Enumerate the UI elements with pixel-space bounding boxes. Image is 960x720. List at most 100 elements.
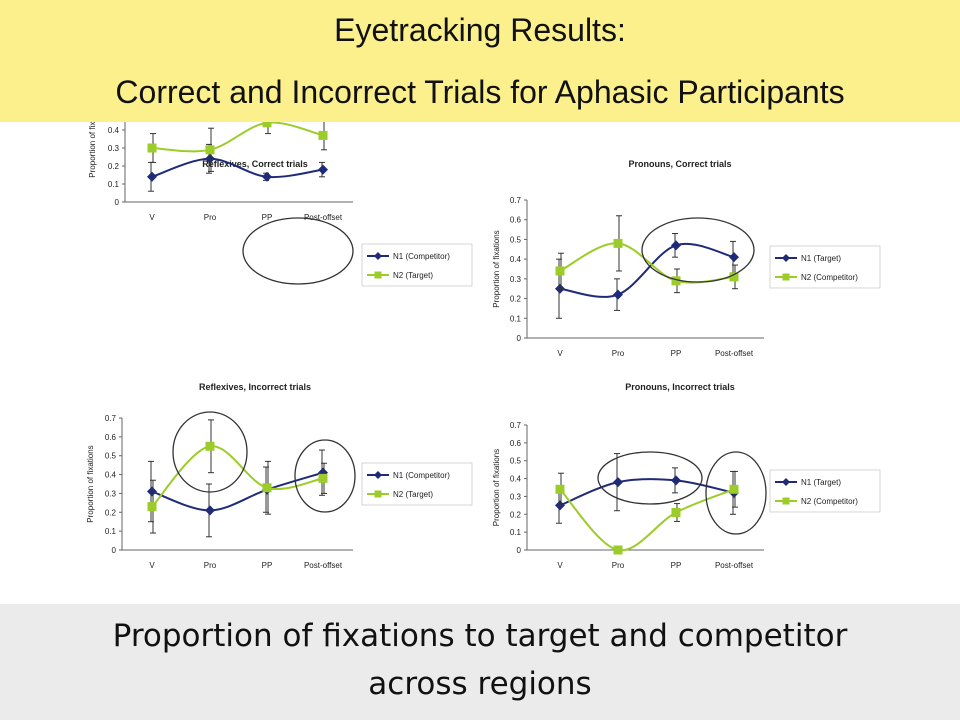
chart-title: Reflexives, Incorrect trials: [199, 382, 311, 392]
x-tick-label: PP: [262, 561, 273, 570]
series-line-2: [151, 445, 324, 508]
series-line-2: [559, 488, 735, 552]
y-tick-label: 0: [517, 546, 522, 555]
data-point: [205, 153, 215, 164]
x-tick-label: V: [149, 561, 155, 570]
x-tick-label: PP: [671, 349, 682, 358]
series-line-1: [559, 242, 735, 298]
data-point: [729, 272, 739, 282]
chart-panel-1: Reflexives, Correct trials00.10.20.30.40…: [88, 122, 473, 287]
highlight-ellipse: [641, 217, 755, 283]
y-axis-label: Proportion of fixations: [492, 230, 501, 307]
highlight-ellipse: [242, 217, 354, 285]
data-point: [147, 171, 157, 182]
legend-marker: [374, 471, 382, 479]
x-tick-label: Post-offset: [715, 349, 754, 358]
y-tick-label: 0.7: [510, 421, 522, 430]
y-axis-label: Proportion of fixations: [86, 445, 95, 522]
x-tick-label: Pro: [204, 213, 217, 222]
legend-marker: [374, 252, 382, 260]
chart-panel-3: Reflexives, Incorrect trials 0 0.1 0.2 0.3 0.…: [86, 382, 473, 570]
title-band: Eyetracking Results: Correct and Incorre…: [0, 0, 960, 122]
y-tick-label: 0.1: [108, 180, 120, 189]
x-tick-label: Pro: [612, 349, 625, 358]
x-tick-label: Post-offset: [304, 561, 343, 570]
data-point: [205, 505, 215, 516]
y-tick-label: 0.2: [105, 508, 117, 517]
chart-panel-2: Pronouns, Correct trials 0 0.1 0.2 0.3 0.4 0.5…: [492, 159, 881, 358]
data-point: [205, 145, 215, 155]
legend-marker: [782, 478, 790, 486]
highlight-ellipse: [294, 439, 356, 513]
chart-title: Pronouns, Correct trials: [628, 159, 731, 169]
data-point: [613, 545, 623, 555]
x-tick-label: V: [557, 561, 563, 570]
data-point: [262, 483, 272, 493]
data-point: [671, 508, 681, 517]
caption-band: Proportion of fixations to target and co…: [0, 604, 960, 720]
y-tick-label: 0.4: [510, 255, 522, 264]
y-tick-label: 0.2: [108, 162, 120, 171]
data-point: [147, 486, 157, 497]
legend-label: N1 (Competitor): [393, 471, 450, 480]
legend-marker: [782, 254, 790, 262]
data-point: [671, 240, 681, 251]
legend-label: N1 (Competitor): [393, 252, 450, 261]
charts-canvas: Reflexives, Correct trials 0 0.1 0.2 0.3 0.4 0…: [86, 122, 881, 570]
highlight-ellipse: [597, 451, 703, 505]
data-point: [613, 238, 623, 248]
x-tick-label: Pro: [204, 561, 217, 570]
data-point: [147, 502, 157, 512]
y-tick-label: 0.3: [108, 144, 120, 153]
y-tick-label: 0.4: [510, 475, 522, 484]
y-tick-label: 0.6: [510, 216, 522, 225]
x-tick-label: V: [149, 213, 155, 222]
slide-title-line-2: Correct and Incorrect Trials for Aphasic…: [115, 74, 845, 110]
caption-line-2: across regions: [368, 666, 592, 702]
data-point: [318, 164, 328, 175]
data-point: [613, 289, 623, 300]
y-tick-label: 0.2: [510, 295, 522, 304]
data-point: [729, 252, 739, 263]
x-tick-label: V: [557, 349, 563, 358]
series-line-1: [151, 157, 324, 179]
legend-label: N2 (Competitor): [801, 497, 858, 506]
data-point: [262, 171, 272, 182]
y-tick-label: 0.3: [510, 275, 522, 284]
legend-marker: [374, 271, 382, 279]
data-point: [613, 477, 623, 488]
legend-label: N2 (Target): [393, 271, 433, 280]
y-tick-label: 0: [115, 198, 120, 207]
legend-label: N1 (Target): [801, 478, 841, 487]
legend-box: [361, 462, 473, 506]
y-tick-label: 0.1: [510, 314, 522, 323]
x-tick-label: Post-offset: [304, 213, 343, 222]
legend-label: N2 (Target): [393, 490, 433, 499]
chart-panel-4: Pronouns, Incorrect trials 0 0.1 0.2 0.3 0.4 0…: [492, 382, 881, 570]
y-tick-label: 0: [112, 546, 117, 555]
y-tick-label: 0.7: [105, 414, 117, 423]
data-point: [147, 143, 157, 153]
legend-marker: [374, 490, 382, 498]
y-tick-label: 0.4: [105, 471, 117, 480]
data-point: [671, 276, 681, 286]
y-tick-label: 0.5: [510, 235, 522, 244]
y-tick-label: 0.1: [105, 527, 117, 536]
y-tick-label: 0.5: [510, 457, 522, 466]
y-tick-label: 0: [517, 334, 522, 343]
y-tick-label: 0.4: [108, 126, 120, 135]
legend-label: N2 (Competitor): [801, 273, 858, 282]
x-tick-label: Post-offset: [715, 561, 754, 570]
series-line-2: [151, 122, 324, 153]
data-point: [555, 484, 565, 494]
legend-label: N1 (Target): [801, 254, 841, 263]
legend-marker: [782, 497, 790, 505]
x-tick-label: PP: [671, 561, 682, 570]
data-point: [318, 130, 328, 140]
chart-title: Pronouns, Incorrect trials: [625, 382, 735, 392]
x-tick-label: PP: [262, 213, 273, 222]
legend-marker: [782, 273, 790, 281]
data-point: [671, 475, 681, 486]
data-point: [205, 441, 215, 451]
y-tick-label: 0.5: [105, 452, 117, 461]
